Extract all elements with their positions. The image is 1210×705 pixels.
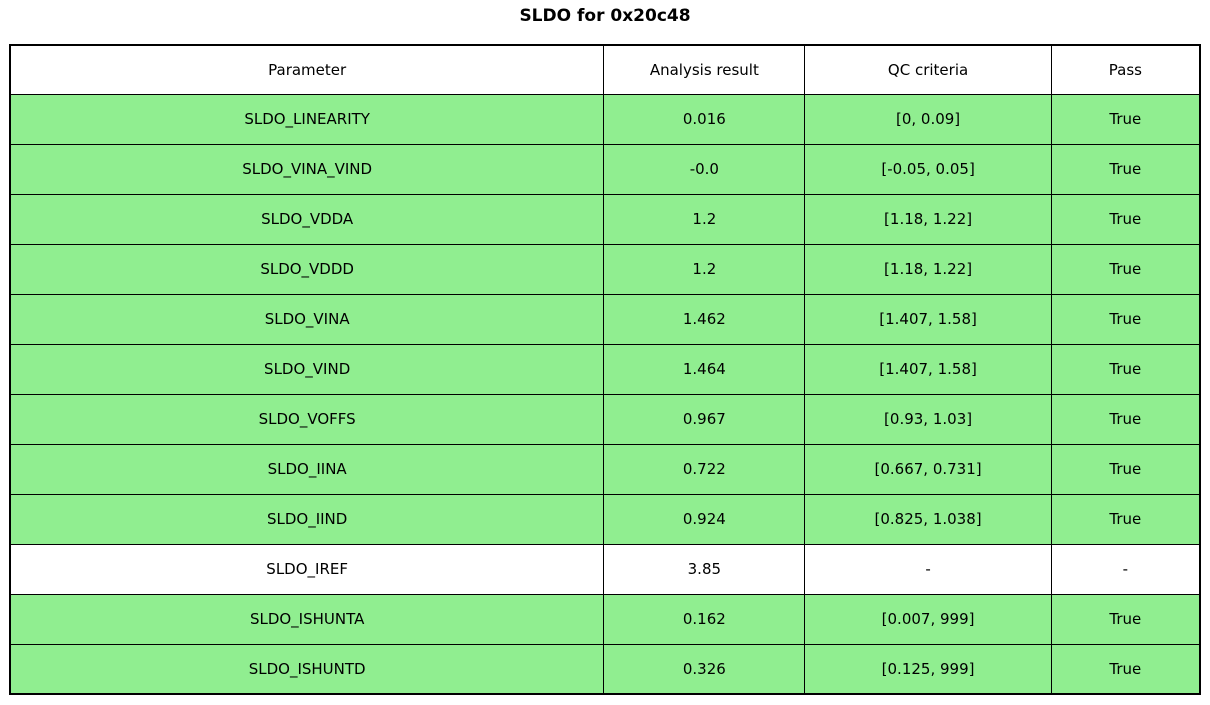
qc-criteria-cell: [-0.05, 0.05] bbox=[804, 143, 1052, 195]
analysis-result-cell: -0.0 bbox=[603, 143, 806, 195]
pass-cell: True bbox=[1050, 593, 1201, 645]
table-row: SLDO_VDDD 1.2 [1.18, 1.22] True bbox=[9, 243, 1201, 295]
table-row: SLDO_ISHUNTA 0.162 [0.007, 999] True bbox=[9, 593, 1201, 645]
analysis-result-cell: 0.326 bbox=[603, 643, 806, 695]
analysis-result-cell: 1.2 bbox=[603, 193, 806, 245]
qc-criteria-cell: [0.667, 0.731] bbox=[804, 443, 1052, 495]
pass-cell: True bbox=[1050, 143, 1201, 195]
table-row: SLDO_VIND 1.464 [1.407, 1.58] True bbox=[9, 343, 1201, 395]
parameter-cell: SLDO_VIND bbox=[9, 343, 605, 395]
qc-criteria-cell: [0.93, 1.03] bbox=[804, 393, 1052, 445]
qc-criteria-cell: [0.125, 999] bbox=[804, 643, 1052, 695]
pass-cell: True bbox=[1050, 343, 1201, 395]
analysis-result-cell: 0.722 bbox=[603, 443, 806, 495]
table-row: SLDO_VDDA 1.2 [1.18, 1.22] True bbox=[9, 193, 1201, 245]
parameter-cell: SLDO_IINA bbox=[9, 443, 605, 495]
analysis-result-cell: 1.462 bbox=[603, 293, 806, 345]
pass-cell: True bbox=[1050, 643, 1201, 695]
header-row: Parameter Analysis result QC criteria Pa… bbox=[9, 44, 1201, 95]
table-row: SLDO_IINA 0.722 [0.667, 0.731] True bbox=[9, 443, 1201, 495]
qc-results-table: Parameter Analysis result QC criteria Pa… bbox=[9, 44, 1201, 695]
analysis-result-cell: 0.967 bbox=[603, 393, 806, 445]
parameter-cell: SLDO_IREF bbox=[9, 543, 605, 595]
analysis-result-cell: 1.2 bbox=[603, 243, 806, 295]
analysis-result-cell: 0.162 bbox=[603, 593, 806, 645]
analysis-result-cell: 1.464 bbox=[603, 343, 806, 395]
table-row: SLDO_LINEARITY 0.016 [0, 0.09] True bbox=[9, 93, 1201, 145]
pass-cell: True bbox=[1050, 293, 1201, 345]
table-body: SLDO_LINEARITY 0.016 [0, 0.09] True SLDO_VIN… bbox=[9, 93, 1201, 695]
column-header-parameter: Parameter bbox=[9, 44, 605, 95]
parameter-cell: SLDO_LINEARITY bbox=[9, 93, 605, 145]
table-row: SLDO_ISHUNTD 0.326 [0.125, 999] True bbox=[9, 643, 1201, 695]
parameter-cell: SLDO_IIND bbox=[9, 493, 605, 545]
qc-criteria-cell: [0.825, 1.038] bbox=[804, 493, 1052, 545]
parameter-cell: SLDO_VDDD bbox=[9, 243, 605, 295]
pass-cell: True bbox=[1050, 443, 1201, 495]
column-header-qc-criteria: QC criteria bbox=[804, 44, 1052, 95]
pass-cell: True bbox=[1050, 193, 1201, 245]
qc-criteria-cell: [1.407, 1.58] bbox=[804, 343, 1052, 395]
table-row: SLDO_VOFFS 0.967 [0.93, 1.03] True bbox=[9, 393, 1201, 445]
pass-cell: True bbox=[1050, 493, 1201, 545]
parameter-cell: SLDO_VINA_VIND bbox=[9, 143, 605, 195]
qc-criteria-cell: [1.18, 1.22] bbox=[804, 193, 1052, 245]
analysis-result-cell: 0.016 bbox=[603, 93, 806, 145]
parameter-cell: SLDO_VINA bbox=[9, 293, 605, 345]
table-row: SLDO_VINA 1.462 [1.407, 1.58] True bbox=[9, 293, 1201, 345]
analysis-result-cell: 0.924 bbox=[603, 493, 806, 545]
table-row: SLDO_IREF 3.85- - bbox=[9, 543, 1201, 595]
table-row: SLDO_IIND 0.924 [0.825, 1.038] True bbox=[9, 493, 1201, 545]
qc-criteria-cell: [1.407, 1.58] bbox=[804, 293, 1052, 345]
parameter-cell: SLDO_ISHUNTA bbox=[9, 593, 605, 645]
pass-cell: - bbox=[1050, 543, 1201, 595]
page-title: SLDO for 0x20c48 bbox=[519, 6, 691, 26]
column-header-pass: Pass bbox=[1050, 44, 1201, 95]
column-header-analysis-result: Analysis result bbox=[603, 44, 806, 95]
qc-criteria-cell: [0.007, 999] bbox=[804, 593, 1052, 645]
table-row: SLDO_VINA_VIND -0.0 [-0.05, 0.05] True bbox=[9, 143, 1201, 195]
parameter-cell: SLDO_VOFFS bbox=[9, 393, 605, 445]
parameter-cell: SLDO_VDDA bbox=[9, 193, 605, 245]
analysis-result-cell: 3.85 bbox=[603, 543, 806, 595]
qc-criteria-cell: - bbox=[804, 543, 1052, 595]
parameter-cell: SLDO_ISHUNTD bbox=[9, 643, 605, 695]
qc-criteria-cell: [0, 0.09] bbox=[804, 93, 1052, 145]
qc-criteria-cell: [1.18, 1.22] bbox=[804, 243, 1052, 295]
table-header: Parameter Analysis result QC criteria Pa… bbox=[9, 44, 1201, 95]
pass-cell: True bbox=[1050, 93, 1201, 145]
pass-cell: True bbox=[1050, 393, 1201, 445]
pass-cell: True bbox=[1050, 243, 1201, 295]
